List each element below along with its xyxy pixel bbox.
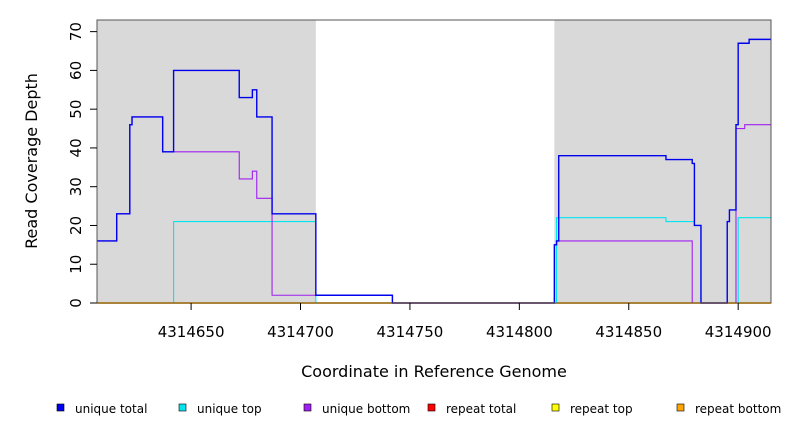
legend-swatch-repeat-bottom bbox=[676, 403, 685, 412]
x-tick-label: 4314750 bbox=[377, 323, 444, 341]
legend-label-repeat-top: repeat top bbox=[570, 402, 633, 416]
x-tick-label: 4314650 bbox=[158, 323, 225, 341]
plot-frame bbox=[96, 19, 772, 304]
legend-label-repeat-bottom: repeat bottom bbox=[695, 402, 781, 416]
shaded-region-1 bbox=[97, 20, 316, 303]
y-tick-label: 40 bbox=[67, 138, 85, 157]
y-tick-label: 20 bbox=[67, 216, 85, 235]
x-tick-label: 4314700 bbox=[267, 323, 334, 341]
series-line-unique-total bbox=[97, 38, 771, 304]
x-tick-label: 4314850 bbox=[595, 323, 662, 341]
legend-label-unique-bottom: unique bottom bbox=[322, 402, 410, 416]
y-tick-label: 50 bbox=[67, 100, 85, 119]
x-axis: 4314650 4314700 4314750 4314800 4314850 43149… bbox=[158, 303, 772, 341]
legend-swatch-unique-top bbox=[178, 403, 187, 412]
legend-swatch-unique-total bbox=[56, 403, 65, 412]
legend-label-repeat-total: repeat total bbox=[446, 402, 516, 416]
legend-swatch-unique-bottom bbox=[303, 403, 312, 412]
shaded-regions bbox=[97, 20, 771, 303]
legend-label-unique-total: unique total bbox=[75, 402, 147, 416]
y-tick-label: 10 bbox=[67, 255, 85, 274]
legend-label-unique-top: unique top bbox=[197, 402, 262, 416]
y-tick-label: 0 bbox=[67, 298, 85, 308]
x-tick-label: 4314800 bbox=[486, 323, 553, 341]
legend-swatch-repeat-top bbox=[551, 403, 560, 412]
x-tick-label: 4314900 bbox=[705, 323, 772, 341]
y-tick-label: 60 bbox=[67, 61, 85, 80]
legend-swatch-repeat-total bbox=[427, 403, 436, 412]
y-tick-label: 70 bbox=[67, 22, 85, 41]
y-axis-title: Read Coverage Depth bbox=[22, 73, 41, 249]
y-axis: 0 10 20 30 40 50 60 70 bbox=[67, 22, 97, 308]
x-axis-title: Coordinate in Reference Genome bbox=[301, 362, 567, 381]
y-tick-label: 30 bbox=[67, 177, 85, 196]
legend: unique total unique top unique bottom repea… bbox=[56, 402, 781, 416]
shaded-region-2 bbox=[554, 20, 771, 303]
